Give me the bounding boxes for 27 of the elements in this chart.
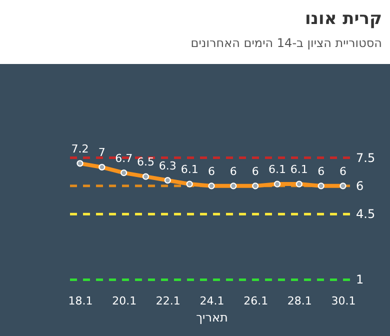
- data-label: 6.3: [158, 159, 176, 172]
- data-label: 6.5: [137, 156, 154, 169]
- data-label: 6: [230, 164, 237, 178]
- ref-line-label: 4.5: [356, 207, 376, 222]
- data-label: 6.1: [290, 163, 308, 176]
- x-tick-label: 26.1: [244, 294, 268, 308]
- x-axis-title: תאריך: [196, 310, 228, 324]
- chart-subtitle: הסטוריית הציון ב-14 הימים האחרונים: [190, 36, 382, 50]
- x-tick-label: 18.1: [68, 294, 93, 308]
- data-label: 6.1: [268, 163, 286, 176]
- x-tick-label: 28.1: [287, 294, 312, 308]
- ref-line-label: 7.5: [356, 150, 376, 165]
- x-tick-label: 24.1: [200, 294, 224, 308]
- data-label: 6: [208, 164, 215, 178]
- data-label: 6.1: [180, 163, 198, 176]
- data-label: 7.2: [71, 142, 89, 156]
- x-tick-label: 30.1: [331, 294, 356, 308]
- data-label: 7: [98, 146, 106, 160]
- data-label: 6.7: [115, 152, 133, 165]
- data-label: 6: [318, 164, 325, 178]
- data-label: 6: [252, 164, 259, 178]
- chart-title: קרית אונו: [304, 9, 382, 29]
- ref-line-label: 1: [356, 272, 364, 287]
- x-tick-label: 20.1: [112, 294, 137, 308]
- data-label: 6: [340, 164, 346, 178]
- x-tick-label: 22.1: [156, 294, 180, 308]
- ref-line-label: 6: [356, 178, 364, 193]
